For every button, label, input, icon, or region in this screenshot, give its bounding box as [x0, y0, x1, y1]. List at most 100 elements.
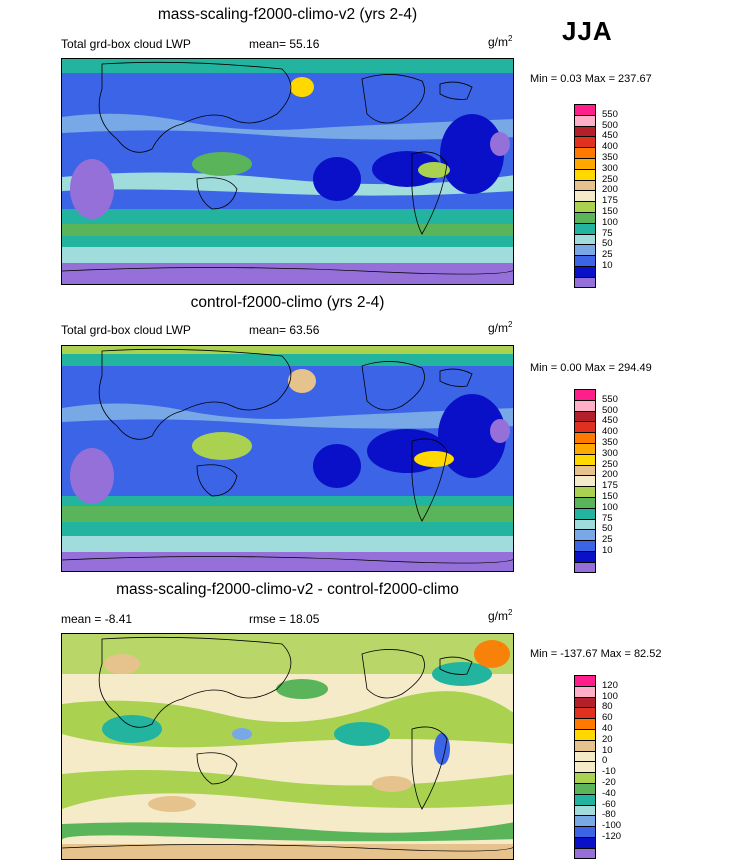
panel-1-title: mass-scaling-f2000-climo-v2 (yrs 2-4) — [157, 6, 418, 23]
colorbar-swatch — [574, 125, 596, 137]
colorbar-label: 250 — [602, 458, 618, 470]
colorbar-swatch — [574, 475, 596, 487]
panel-1-unit: g/m2 — [488, 34, 513, 49]
colorbar-swatch — [574, 266, 596, 277]
colorbar-label: 0 — [602, 755, 608, 767]
colorbar-label: 75 — [602, 227, 613, 239]
colorbar-swatch — [574, 750, 596, 762]
colorbar-swatch — [574, 486, 596, 497]
panel-3-colorbar: 120 100 80 60 40 20 10 0 -10 -20 -40 -60 -80 -100 -120 — [574, 675, 621, 859]
colorbar-label: 300 — [602, 447, 618, 459]
colorbar-swatch — [574, 201, 596, 212]
panel-3-map — [61, 633, 514, 860]
colorbar-label: 25 — [602, 534, 613, 546]
colorbar-swatch — [574, 179, 596, 191]
colorbar-label: -20 — [602, 777, 616, 788]
panel-3-unit: g/m2 — [488, 608, 513, 623]
colorbar-swatch — [574, 837, 596, 848]
colorbar-label: 550 — [602, 108, 618, 120]
season-label: JJA — [562, 16, 613, 46]
colorbar-swatch — [574, 136, 596, 148]
colorbar-swatch — [574, 147, 596, 158]
colorbar-swatch — [574, 158, 596, 169]
colorbar-label: 500 — [602, 119, 618, 131]
colorbar-label: 150 — [602, 206, 618, 217]
colorbar-label: 20 — [602, 733, 613, 745]
colorbar-swatch — [574, 168, 596, 180]
panel-2-colorbar: 550 500 450 400 350 300 250 200 175 150 100 75 50 25 1… — [574, 389, 618, 573]
colorbar-swatch — [574, 244, 596, 256]
colorbar-swatch — [574, 685, 596, 697]
colorbar-swatch — [574, 783, 596, 794]
colorbar-label: 100 — [602, 501, 618, 513]
colorbar-label: 250 — [602, 173, 618, 185]
panel-2-title: control-f2000-climo (yrs 2-4) — [190, 294, 385, 311]
colorbar-label: 175 — [602, 195, 618, 207]
colorbar-swatch — [574, 389, 596, 400]
colorbar-label: 40 — [602, 723, 613, 734]
colorbar-swatch — [574, 399, 596, 411]
colorbar-swatch — [574, 507, 596, 519]
panel-2-unit: g/m2 — [488, 320, 513, 335]
panel-3-title: mass-scaling-f2000-climo-v2 - control-f2… — [116, 581, 459, 598]
colorbar-label: 300 — [602, 162, 618, 174]
colorbar-swatch — [574, 212, 596, 223]
colorbar-swatch — [574, 804, 596, 816]
colorbar-swatch — [574, 847, 596, 859]
colorbar-swatch — [574, 104, 596, 115]
colorbar-swatch — [574, 443, 596, 454]
colorbar-swatch — [574, 561, 596, 573]
colorbar-label: 350 — [602, 437, 618, 448]
colorbar-swatch — [574, 707, 596, 719]
panel-3-map-canvas — [62, 634, 513, 859]
colorbar-swatch — [574, 114, 596, 126]
colorbar-label: 50 — [602, 523, 613, 535]
panel-1-min-max: Min = 0.03 Max = 237.67 — [530, 73, 652, 85]
colorbar-swatch — [574, 190, 596, 202]
colorbar-label: 75 — [602, 512, 613, 524]
panel-1-mean-label: mean= 55.16 — [249, 37, 320, 51]
colorbar-label: -10 — [602, 766, 616, 778]
colorbar-label: 80 — [602, 701, 613, 713]
colorbar-swatch — [574, 497, 596, 508]
colorbar-swatch — [574, 729, 596, 740]
colorbar-label: 10 — [602, 545, 613, 556]
colorbar-swatch — [574, 255, 596, 266]
colorbar-swatch — [574, 826, 596, 837]
panel-2-min-max: Min = 0.00 Max = 294.49 — [530, 362, 652, 374]
colorbar-label: -100 — [602, 820, 622, 832]
colorbar-swatch — [574, 675, 596, 686]
colorbar-label: 400 — [602, 426, 618, 438]
colorbar-swatch — [574, 276, 596, 288]
colorbar-label: 200 — [602, 184, 618, 196]
colorbar-swatch — [574, 551, 596, 562]
colorbar-label: 100 — [602, 690, 618, 702]
panel-3-rmse-label: rmse = 18.05 — [249, 612, 320, 626]
colorbar-swatch — [574, 529, 596, 541]
colorbar-swatch — [574, 772, 596, 783]
colorbar-label: 120 — [602, 679, 618, 691]
colorbar-label: 150 — [602, 491, 618, 502]
colorbar-label: 550 — [602, 393, 618, 405]
colorbar-label: -60 — [602, 798, 616, 810]
colorbar-label: 10 — [602, 260, 613, 271]
colorbar-swatch — [574, 718, 596, 729]
panel-2-map — [61, 345, 514, 572]
colorbar-swatch — [574, 453, 596, 465]
colorbar-label: 60 — [602, 712, 613, 724]
panel-2-variable-label: Total grd-box cloud LWP — [61, 323, 191, 337]
colorbar-swatch — [574, 410, 596, 422]
panel-2-mean-label: mean= 63.56 — [249, 323, 320, 337]
panel-1-map — [61, 58, 514, 285]
colorbar-swatch — [574, 761, 596, 773]
colorbar-swatch — [574, 540, 596, 551]
colorbar-swatch — [574, 739, 596, 751]
colorbar-label: 100 — [602, 216, 618, 228]
panel-1-colorbar: 550 500 450 400 350 300 250 200 175 150 100 75 50 25 1… — [574, 104, 618, 288]
colorbar-label: 350 — [602, 152, 618, 163]
panel-1-map-canvas — [62, 59, 513, 284]
colorbar-swatch — [574, 233, 596, 245]
panel-3-min-max: Min = -137.67 Max = 82.52 — [530, 648, 662, 660]
colorbar-swatch — [574, 464, 596, 476]
colorbar-label: 50 — [602, 238, 613, 250]
